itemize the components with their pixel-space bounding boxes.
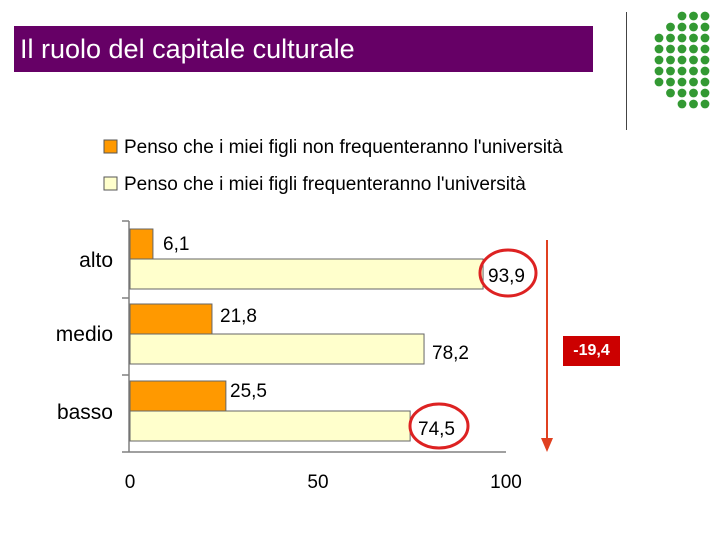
decorative-dot: [689, 33, 698, 43]
decorative-dot: [677, 77, 687, 87]
decorative-dot: [689, 88, 698, 98]
category-label-alto: alto: [79, 249, 113, 272]
category-label-basso: basso: [57, 401, 113, 424]
decorative-dot: [700, 99, 710, 109]
legend-label-frequenteranno: Penso che i miei figli frequenteranno l'…: [124, 174, 526, 195]
decorative-dot: [689, 22, 698, 32]
slide-title: Il ruolo del capitale culturale: [14, 26, 593, 72]
value-label-medio-si: 78,2: [432, 343, 469, 364]
highlight-circle-alto: [478, 248, 538, 298]
value-label-basso-si: 74,5: [418, 419, 455, 440]
chart-bars: [129, 228, 484, 442]
decorative-dot: [700, 66, 710, 76]
decorative-dot: [700, 33, 710, 43]
decorative-dot: [677, 33, 687, 43]
vertical-divider: [626, 12, 627, 130]
decorative-dot: [654, 66, 664, 76]
value-label-medio-non: 21,8: [220, 306, 257, 327]
bar-medio-series-0: [129, 303, 213, 335]
legend-swatch-orange: [103, 139, 118, 154]
decorative-dot: [666, 55, 675, 65]
decorative-dot: [700, 55, 710, 65]
decorative-dot: [677, 11, 687, 21]
decorative-dot: [689, 66, 698, 76]
bar-alto-series-1: [129, 258, 484, 290]
decorative-dot: [700, 11, 710, 21]
decorative-dot: [700, 44, 710, 54]
value-label-alto-si: 93,9: [488, 266, 525, 287]
decorative-dot: [677, 88, 687, 98]
chart-legend: Penso che i miei figli non frequenterann…: [103, 137, 563, 195]
decorative-dot: [654, 55, 664, 65]
bar-medio-series-1: [129, 333, 425, 365]
x-tick-label: 100: [490, 472, 522, 493]
x-tick-label: 50: [307, 472, 328, 493]
highlight-circle-basso: [408, 402, 470, 450]
decorative-dot: [689, 11, 698, 21]
legend-label-non-frequenteranno: Penso che i miei figli non frequenterann…: [124, 137, 563, 158]
decorative-dot-grid: [654, 11, 710, 109]
decorative-dot: [654, 77, 664, 87]
bar-basso-series-1: [129, 410, 411, 442]
decorative-dot: [689, 99, 698, 109]
decorative-dot: [654, 44, 664, 54]
decorative-dot: [666, 77, 675, 87]
value-label-alto-non: 6,1: [163, 234, 189, 255]
difference-badge: -19,4: [563, 336, 620, 366]
value-label-basso-non: 25,5: [230, 381, 267, 402]
decorative-dot: [677, 99, 687, 109]
decorative-dot: [666, 22, 675, 32]
x-tick-label: 0: [125, 472, 136, 493]
decorative-dot: [677, 55, 687, 65]
decorative-dot: [666, 33, 675, 43]
bar-alto-series-0: [129, 228, 154, 260]
decorative-dot: [700, 88, 710, 98]
decorative-dot: [700, 77, 710, 87]
decorative-dot: [677, 66, 687, 76]
difference-arrow-head: [541, 438, 553, 452]
decorative-dot: [689, 55, 698, 65]
decorative-dot: [666, 88, 675, 98]
decorative-dot: [689, 44, 698, 54]
category-label-medio: medio: [56, 323, 113, 346]
decorative-dot: [689, 77, 698, 87]
decorative-dot: [666, 66, 675, 76]
decorative-dot: [666, 44, 675, 54]
decorative-dot: [677, 22, 687, 32]
decorative-dot: [700, 22, 710, 32]
decorative-dot: [677, 44, 687, 54]
bar-basso-series-0: [129, 380, 227, 412]
decorative-dot: [654, 33, 664, 43]
legend-swatch-cream: [103, 176, 118, 191]
